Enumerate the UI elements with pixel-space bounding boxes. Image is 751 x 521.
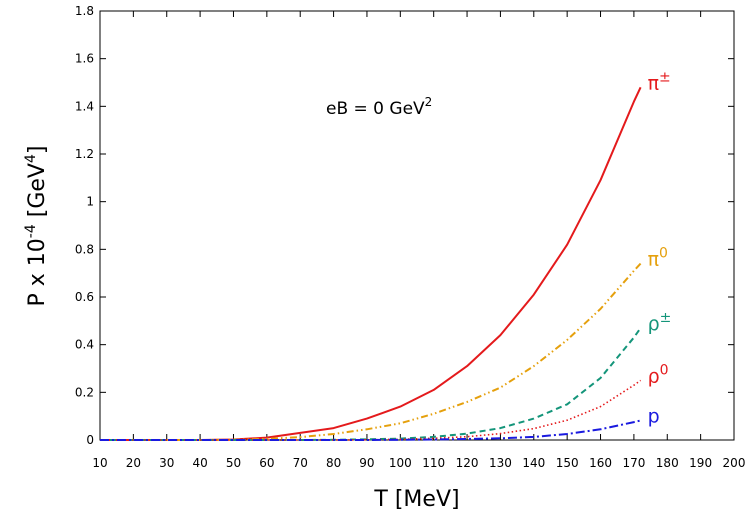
x-tick-label: 170 [622,456,645,470]
x-tick-label: 160 [589,456,612,470]
series-label-3: ρ0 [648,362,669,387]
x-tick-label: 20 [126,456,141,470]
series-line-1 [100,262,642,441]
series-label-1: π0 [648,246,668,271]
y-tick-label: 0.6 [75,290,94,304]
y-tick-label: 0.8 [75,242,94,256]
x-tick-label: 120 [456,456,479,470]
x-tick-label: 180 [656,456,679,470]
x-tick-label: 130 [489,456,512,470]
y-tick-label: 1.6 [75,52,94,66]
x-tick-label: 200 [723,456,746,470]
y-tick-label: 0.4 [75,338,94,352]
series-label-0: π± [648,69,671,94]
series-line-0 [100,86,642,441]
x-tick-label: 150 [556,456,579,470]
x-tick-label: 110 [422,456,445,470]
y-tick-label: 1 [86,195,94,209]
x-tick-label: 10 [92,456,107,470]
series-line-4 [100,419,641,441]
x-tick-label: 90 [359,456,374,470]
y-axis-title: P x 10-4 [GeV4] [23,146,50,307]
x-tick-label: 60 [259,456,274,470]
series-line-2 [100,327,642,441]
x-tick-label: 50 [226,456,241,470]
x-tick-label: 190 [689,456,712,470]
x-tick-label: 100 [389,456,412,470]
series-label-2: ρ± [648,310,672,335]
x-tick-label: 80 [326,456,341,470]
y-tick-label: 1.4 [75,99,94,113]
y-tick-label: 1.8 [75,4,94,18]
y-tick-label: 1.2 [75,147,94,161]
plot-frame [99,10,735,441]
axis-ticks: 10 20 30 40 50 60 70 80 90 100 110 120 130 140 150 160 1… [75,4,746,470]
y-tick-label: 0 [86,433,94,447]
x-tick-label: 40 [192,456,207,470]
x-tick-label: 30 [159,456,174,470]
y-tick-label: 0.2 [75,385,94,399]
x-tick-label: 70 [293,456,308,470]
series-labels: π± π0 ρ± ρ0 p [648,69,672,427]
annotation-eb: eB = 0 GeV2 [326,95,432,119]
series-label-4: p [648,405,660,427]
series-lines [100,86,642,441]
x-tick-label: 140 [522,456,545,470]
series-line-3 [100,379,642,441]
x-axis-title: T [MeV] [373,487,459,512]
